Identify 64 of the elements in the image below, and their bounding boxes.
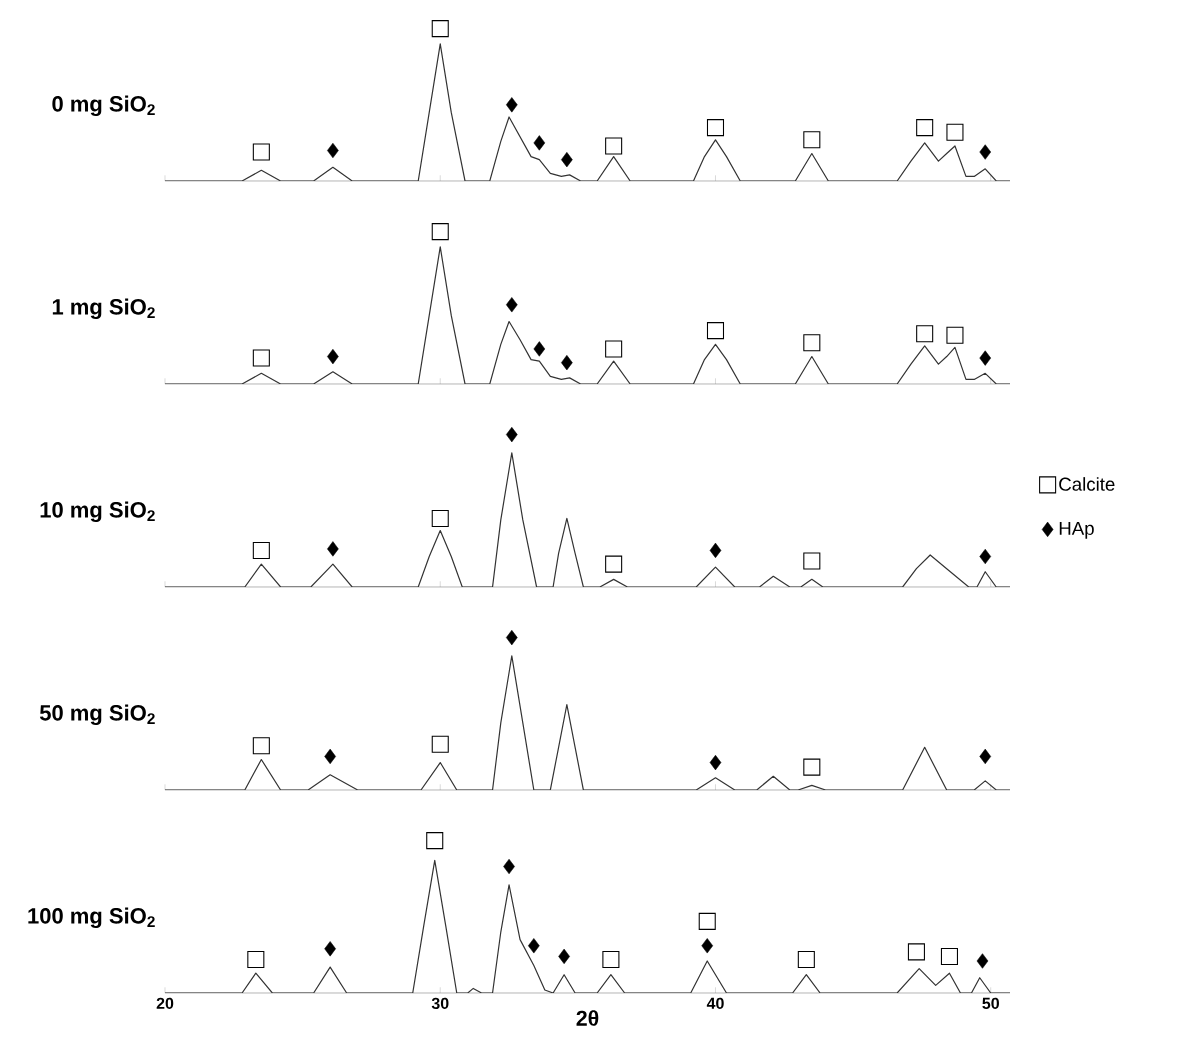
point xyxy=(916,325,934,343)
point xyxy=(561,152,573,168)
point xyxy=(979,548,991,565)
x-axis-title: 2θ xyxy=(576,1010,599,1026)
point xyxy=(706,119,725,137)
x-tick-label: 20 xyxy=(156,997,174,1010)
point xyxy=(979,748,991,765)
point xyxy=(709,542,722,559)
text: 100 mg SiO$_{2}$ xyxy=(28,907,155,929)
x-tick-label: 50 xyxy=(982,997,999,1010)
point xyxy=(709,754,722,771)
point xyxy=(946,123,964,141)
point xyxy=(976,953,989,969)
point xyxy=(979,144,991,160)
point xyxy=(327,142,339,159)
point xyxy=(803,552,821,570)
point xyxy=(979,350,991,366)
point xyxy=(252,737,270,755)
point xyxy=(506,97,518,113)
point xyxy=(605,137,623,155)
point xyxy=(605,555,623,573)
text: 10 mg SiO$_{2}$ xyxy=(40,501,155,523)
point xyxy=(533,135,546,151)
point xyxy=(431,20,449,38)
legend-label: Calcite xyxy=(1059,477,1115,491)
point xyxy=(528,938,540,954)
point xyxy=(431,509,449,527)
point xyxy=(506,630,518,646)
point xyxy=(797,950,815,968)
point xyxy=(916,119,934,137)
point xyxy=(324,941,336,957)
point xyxy=(803,758,821,776)
x-tick-label: 40 xyxy=(706,997,724,1010)
point xyxy=(706,322,725,340)
text: 50 mg SiO$_{2}$ xyxy=(39,704,155,726)
point xyxy=(701,938,713,954)
point xyxy=(605,340,623,358)
point xyxy=(431,735,449,753)
point xyxy=(503,858,515,875)
point xyxy=(252,349,270,367)
point xyxy=(431,223,449,241)
point xyxy=(698,912,716,930)
point xyxy=(946,326,964,344)
point xyxy=(506,297,518,313)
point xyxy=(324,748,336,765)
text: 0 mg SiO$_{2}$ xyxy=(52,95,155,117)
point xyxy=(602,950,620,968)
legend-label: HAp xyxy=(1059,521,1094,539)
point xyxy=(506,427,518,443)
point xyxy=(907,943,925,961)
point xyxy=(327,348,339,365)
point xyxy=(327,541,339,557)
point xyxy=(803,131,821,149)
point xyxy=(252,143,270,161)
text: 1 mg SiO$_{2}$ xyxy=(52,298,155,320)
point xyxy=(533,341,546,357)
point xyxy=(426,832,444,850)
point xyxy=(803,334,821,352)
point xyxy=(940,947,958,965)
point xyxy=(247,950,265,968)
point xyxy=(561,355,573,371)
point xyxy=(252,541,270,559)
point xyxy=(558,948,570,965)
x-tick-label: 30 xyxy=(431,997,449,1010)
